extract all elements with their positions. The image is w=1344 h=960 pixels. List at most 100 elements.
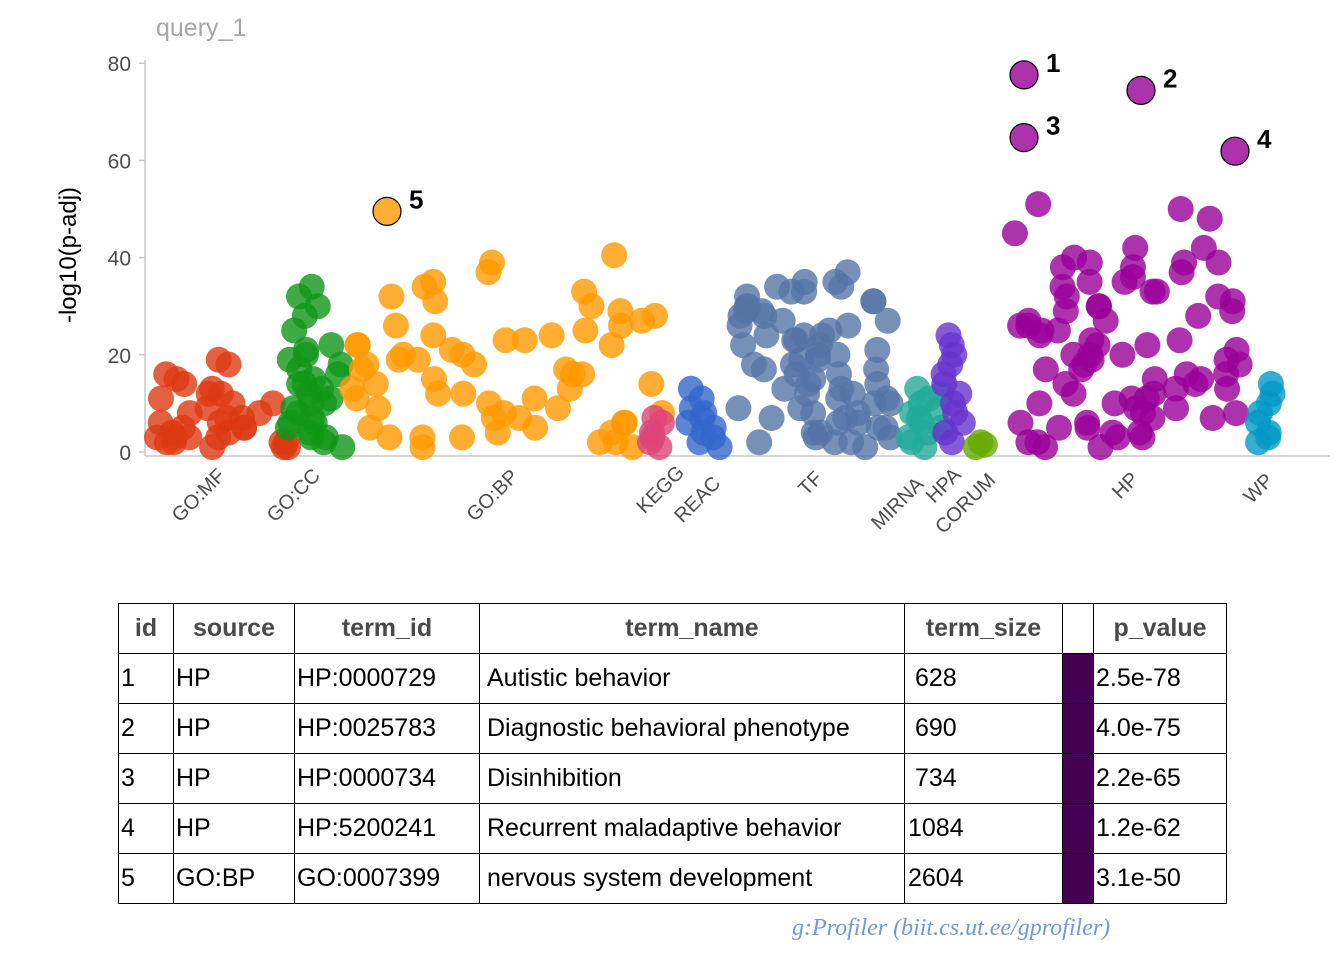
data-point — [1109, 341, 1136, 368]
data-point — [275, 434, 301, 461]
data-point — [1196, 205, 1223, 232]
cell-id: 2 — [118, 703, 174, 754]
data-point — [1166, 327, 1193, 354]
col-header-id: id — [118, 603, 174, 654]
highlighted-point — [1126, 75, 1156, 106]
data-point — [825, 409, 852, 436]
data-point — [601, 242, 628, 269]
data-point — [725, 395, 752, 422]
data-point — [1076, 249, 1103, 276]
data-point — [1167, 196, 1194, 222]
cell-p-value: 4.0e-75 — [1093, 703, 1227, 754]
data-point — [1025, 191, 1052, 218]
cell-id: 1 — [118, 653, 174, 704]
col-header-p-value: p_value — [1093, 603, 1227, 654]
y-tick-label: 60 — [108, 150, 131, 173]
data-point — [1226, 351, 1253, 378]
data-points — [144, 191, 1286, 461]
data-point — [215, 351, 242, 378]
cell-p-value: 2.5e-78 — [1093, 653, 1227, 704]
data-point — [1199, 405, 1226, 431]
data-point — [1032, 434, 1059, 461]
data-point — [378, 283, 405, 310]
data-point — [390, 341, 417, 368]
table-row: 3 HP HP:0000734 Disinhibition 734 2.2e-6… — [118, 753, 1227, 804]
data-point — [748, 298, 775, 325]
data-point — [475, 259, 502, 286]
data-point — [1052, 298, 1079, 325]
data-point — [646, 434, 673, 461]
y-tick-label: 0 — [119, 442, 131, 465]
data-point — [492, 327, 519, 354]
table-header-row: id source term_id term_name term_size p_… — [118, 603, 1227, 654]
table-row: 4 HP HP:5200241 Recurrent maladaptive be… — [118, 803, 1227, 854]
data-point — [1074, 414, 1101, 441]
data-point — [1001, 220, 1028, 247]
data-point — [835, 312, 862, 339]
cell-term-name: Recurrent maladaptive behavior — [479, 803, 905, 854]
x-tick-label: TF — [794, 467, 827, 500]
cell-color-swatch — [1062, 653, 1094, 704]
data-point — [804, 346, 831, 373]
cell-term-size: 628 — [904, 653, 1063, 704]
data-point — [872, 414, 899, 441]
data-point — [1171, 249, 1198, 276]
data-point — [521, 385, 548, 412]
data-point — [1026, 390, 1053, 417]
data-point — [1214, 375, 1241, 402]
data-point — [686, 429, 713, 456]
cell-id: 4 — [118, 803, 174, 854]
data-point — [629, 307, 655, 334]
data-point — [318, 332, 345, 359]
data-point — [231, 414, 258, 441]
results-table: id source term_id term_name term_size p_… — [118, 603, 1227, 904]
data-point — [758, 405, 785, 431]
data-point — [425, 380, 452, 407]
data-point — [824, 341, 851, 368]
data-point — [376, 424, 403, 451]
data-point — [195, 380, 222, 407]
y-axis: 0 20 40 60 80 — [108, 53, 146, 465]
data-point — [602, 429, 629, 456]
data-point — [877, 390, 904, 417]
cell-p-value: 1.2e-62 — [1093, 803, 1227, 854]
data-point — [938, 429, 965, 456]
data-point — [771, 375, 798, 402]
highlight-label: 1 — [1046, 48, 1060, 78]
data-point — [1219, 298, 1246, 325]
cell-term-name: Disinhibition — [479, 753, 905, 804]
data-point — [1104, 424, 1131, 451]
data-point — [1205, 249, 1232, 276]
data-point — [825, 385, 852, 412]
data-point — [1139, 278, 1166, 305]
cell-source: HP — [173, 803, 295, 854]
data-point — [450, 380, 477, 407]
data-point — [357, 414, 384, 441]
data-point — [538, 322, 565, 349]
table-row: 1 HP HP:0000729 Autistic behavior 628 2.… — [118, 653, 1227, 704]
data-point — [362, 371, 389, 397]
data-point — [1134, 332, 1161, 359]
data-point — [802, 424, 829, 451]
data-point — [422, 288, 449, 315]
cell-term-name: Autistic behavior — [479, 653, 905, 704]
data-point — [1185, 302, 1212, 329]
data-point — [572, 317, 599, 344]
data-point — [860, 288, 887, 315]
data-point — [730, 332, 757, 359]
data-point — [608, 312, 634, 339]
data-point — [750, 356, 777, 383]
y-tick-label: 80 — [108, 53, 131, 76]
data-point — [409, 434, 436, 461]
highlight-label: 4 — [1257, 124, 1272, 154]
cell-source: HP — [173, 703, 295, 754]
data-point — [461, 351, 487, 378]
col-header-color — [1062, 603, 1094, 654]
cell-source: HP — [173, 653, 295, 704]
data-point — [1046, 414, 1072, 441]
data-point — [148, 385, 174, 412]
cell-color-swatch — [1062, 703, 1094, 754]
data-point — [874, 307, 901, 334]
cell-id: 5 — [118, 853, 174, 904]
